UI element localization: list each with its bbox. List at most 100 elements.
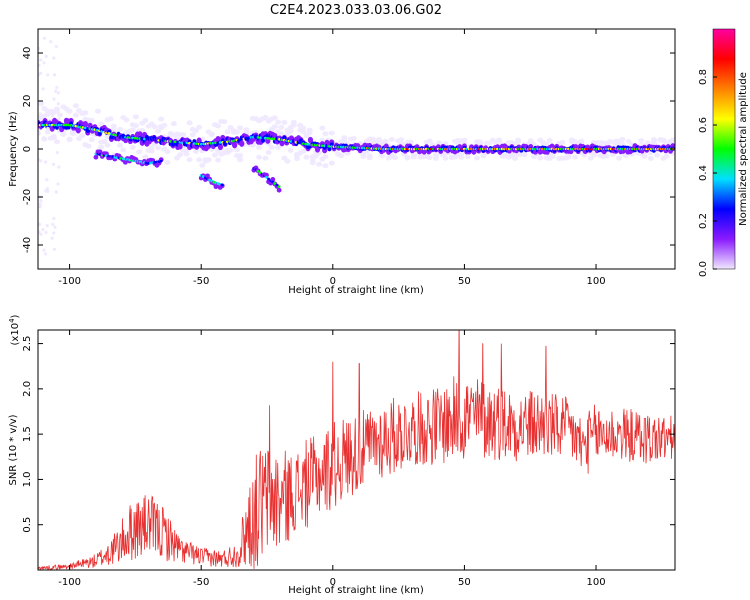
spectrogram-cell bbox=[39, 232, 43, 236]
colorbar-tick-label: 0.8 bbox=[698, 69, 709, 85]
spectrogram-cell bbox=[117, 142, 124, 148]
spectrogram-cell bbox=[278, 131, 285, 137]
spectrogram-cell bbox=[110, 123, 117, 129]
spectrogram-cell bbox=[53, 139, 60, 145]
spectrogram-cell bbox=[366, 153, 373, 159]
colorbar-frame bbox=[712, 28, 736, 270]
spectrogram-cell bbox=[142, 117, 149, 123]
spectrogram-xtick-label: -50 bbox=[193, 276, 209, 287]
spectrogram-cell bbox=[66, 108, 73, 114]
spectrogram-cell bbox=[137, 131, 143, 138]
colorbar: 0.0 0.2 0.4 0.6 0.8 Normalized spectral ampl… bbox=[698, 28, 749, 277]
spectrogram-cell bbox=[44, 160, 48, 164]
spectrogram-cell bbox=[549, 154, 556, 160]
spectrogram-cell bbox=[511, 155, 518, 161]
spectrogram-cell bbox=[316, 161, 323, 167]
spectrogram-cell bbox=[663, 153, 670, 159]
spectrogram-cell bbox=[290, 122, 297, 128]
spectrogram-cell bbox=[196, 124, 203, 130]
snr-frame bbox=[37, 329, 676, 571]
spectrogram-cell bbox=[309, 160, 316, 166]
snr-ytick-label: 1.5 bbox=[22, 426, 33, 442]
spectrogram-cell bbox=[57, 117, 61, 121]
spectrogram-cell bbox=[319, 125, 326, 131]
snr-panel: -100 -50 0 50 100 0.5 1.0 1.5 2.0 2.5 Height of s… bbox=[8, 314, 676, 596]
spectrogram-cell bbox=[294, 156, 301, 162]
spectrogram-cell bbox=[382, 138, 389, 144]
spectrogram-cell bbox=[319, 137, 326, 143]
spectrogram-cell bbox=[158, 116, 165, 122]
colorbar-tick-label: 0.4 bbox=[698, 165, 709, 181]
spectrogram-cell bbox=[619, 141, 626, 147]
snr-xtick-label: 0 bbox=[330, 577, 336, 588]
spectrogram-cell bbox=[256, 169, 260, 173]
spectrogram-xtick-label: -100 bbox=[58, 276, 81, 287]
spectrogram-cell bbox=[328, 130, 335, 136]
spectrogram-cell bbox=[237, 157, 244, 163]
spectrogram-ytick-label: -40 bbox=[22, 237, 33, 253]
spectrogram-cell bbox=[537, 155, 544, 161]
spectrogram-cell bbox=[271, 124, 278, 130]
spectrogram-cell bbox=[638, 138, 645, 144]
spectrogram-cell bbox=[232, 141, 238, 149]
spectrogram-cell bbox=[270, 176, 276, 182]
spectrogram-cell bbox=[54, 89, 58, 93]
spectrogram-cell bbox=[404, 155, 411, 161]
spectrogram-cell bbox=[265, 176, 268, 179]
spectrogram-cell bbox=[50, 135, 57, 141]
spectrogram-cell bbox=[284, 158, 291, 164]
spectrogram-cell bbox=[196, 157, 203, 163]
spectrogram-cell bbox=[161, 122, 168, 128]
spectrogram-marks bbox=[38, 36, 675, 256]
spectrogram-cell bbox=[121, 157, 125, 161]
colorbar-ticks: 0.0 0.2 0.4 0.6 0.8 bbox=[698, 69, 717, 277]
spectrogram-cell bbox=[264, 172, 269, 178]
spectrogram-cell bbox=[107, 116, 114, 122]
colorbar-tick-label: 0.0 bbox=[698, 261, 709, 277]
spectrogram-cell bbox=[208, 131, 215, 137]
spectrogram-cell bbox=[97, 149, 103, 155]
spectrogram-cell bbox=[46, 126, 50, 131]
spectrogram-cell bbox=[50, 108, 54, 113]
snr-ticks: -100 -50 0 50 100 0.5 1.0 1.5 2.0 2.5 bbox=[22, 330, 675, 588]
spectrogram-cell bbox=[42, 36, 47, 40]
spectrogram-cell bbox=[281, 119, 288, 125]
spectrogram-cell bbox=[82, 110, 89, 116]
spectrogram-cell bbox=[322, 163, 329, 169]
spectrogram-cell bbox=[221, 119, 228, 125]
spectrogram-cell bbox=[177, 152, 184, 158]
spectrogram-cell bbox=[88, 117, 95, 123]
spectrogram-cell bbox=[279, 139, 285, 147]
spectrogram-cell bbox=[376, 136, 383, 142]
snr-xtick-label: 100 bbox=[586, 577, 605, 588]
spectrogram-cell bbox=[227, 147, 234, 153]
spectrogram-cell bbox=[322, 154, 329, 160]
spectrogram-cell bbox=[120, 147, 127, 153]
spectrogram-cell bbox=[275, 119, 282, 125]
spectrogram-cell bbox=[546, 138, 553, 144]
spectrogram-cell bbox=[350, 136, 357, 142]
spectrogram-cell bbox=[237, 152, 244, 158]
spectrogram-cell bbox=[521, 152, 528, 158]
spectrogram-cell bbox=[66, 125, 71, 130]
spectrogram-cell bbox=[170, 121, 177, 127]
spectrogram-cells bbox=[38, 36, 675, 256]
spectrogram-cell bbox=[186, 157, 193, 163]
spectrogram-cell bbox=[273, 182, 277, 185]
spectrogram-cell bbox=[52, 231, 56, 235]
spectrogram-cell bbox=[101, 139, 108, 145]
spectrogram-cell bbox=[322, 131, 329, 137]
spectrogram-cell bbox=[41, 87, 45, 91]
spectrogram-cell bbox=[262, 155, 269, 161]
colorbar-tick-label: 0.2 bbox=[698, 213, 709, 229]
spectrogram-cell bbox=[275, 183, 279, 187]
spectrogram-cell bbox=[233, 129, 240, 135]
spectrogram-cell bbox=[306, 130, 313, 136]
spectrogram-cell bbox=[45, 178, 49, 182]
spectrogram-cell bbox=[432, 152, 439, 158]
spectrogram-cell bbox=[52, 56, 56, 60]
spectrogram-cell bbox=[132, 114, 139, 120]
spectrogram-cell bbox=[391, 155, 398, 161]
spectrogram-ticks: -100 -50 0 50 100 -40 -20 0 20 40 bbox=[22, 29, 675, 287]
spectrogram-cell bbox=[38, 205, 42, 209]
